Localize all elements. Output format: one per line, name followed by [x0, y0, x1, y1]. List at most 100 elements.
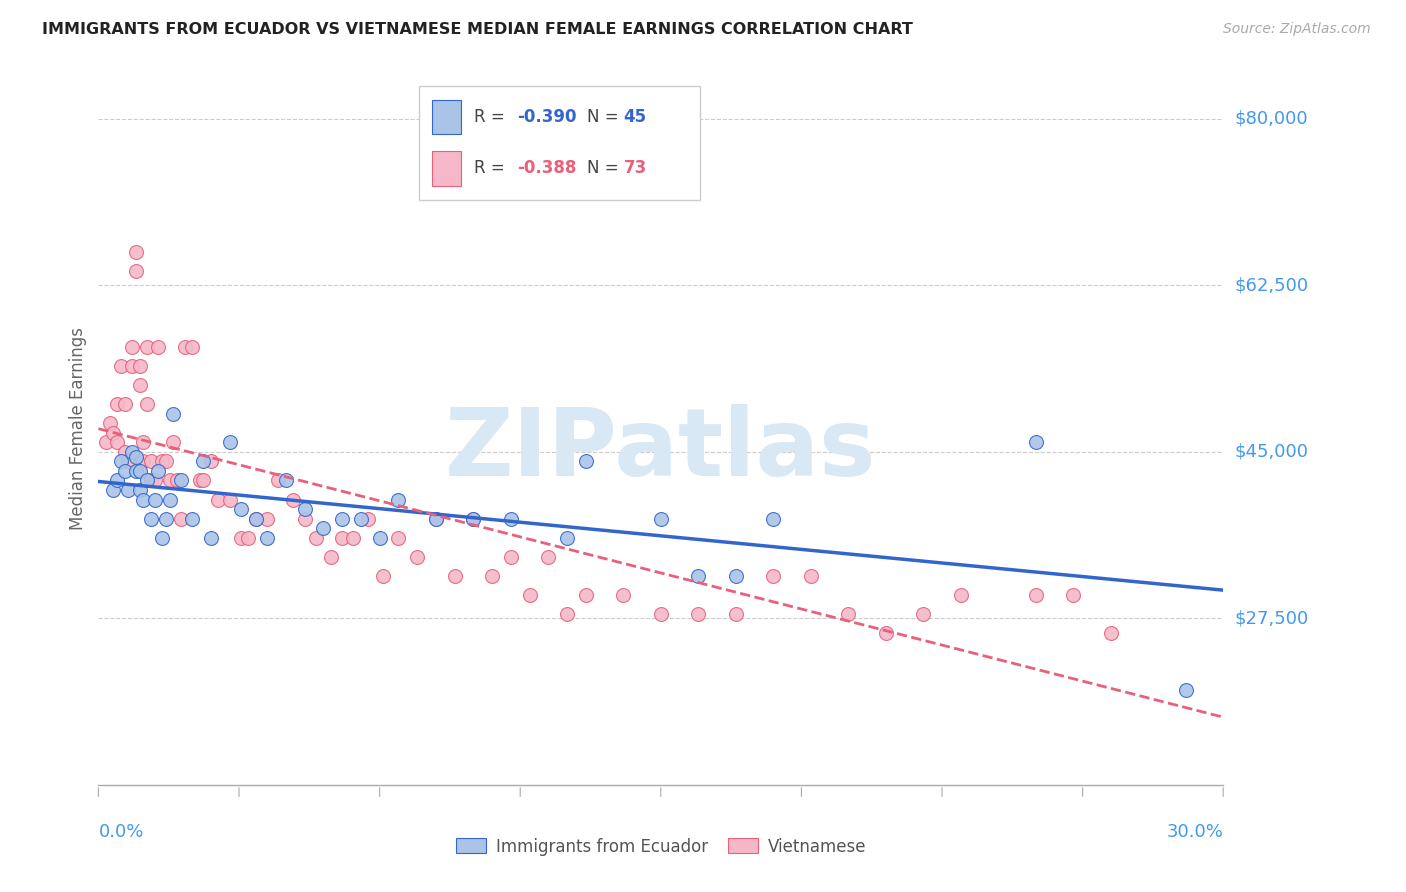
Point — [555, 531, 578, 545]
Point — [136, 474, 159, 488]
Text: $62,500: $62,500 — [1234, 277, 1309, 294]
Point — [121, 340, 143, 354]
Point — [150, 531, 173, 545]
Point — [294, 502, 316, 516]
Point — [148, 464, 170, 478]
Point — [229, 531, 252, 545]
Point — [319, 549, 342, 564]
Point — [128, 464, 150, 478]
Point — [481, 568, 503, 582]
Point — [387, 492, 409, 507]
Point — [724, 607, 747, 621]
Point — [117, 483, 139, 497]
Point — [724, 568, 747, 582]
Text: N =: N = — [586, 160, 623, 178]
Point — [181, 511, 204, 525]
Point — [132, 492, 155, 507]
Point — [139, 454, 162, 468]
Point — [387, 531, 409, 545]
Point — [912, 607, 935, 621]
Text: 73: 73 — [624, 160, 647, 178]
Point — [330, 531, 353, 545]
Point — [200, 454, 222, 468]
Point — [143, 492, 166, 507]
Point — [105, 397, 128, 411]
Point — [193, 474, 215, 488]
Point — [949, 588, 972, 602]
Point — [170, 511, 193, 525]
Point — [159, 492, 181, 507]
Point — [342, 531, 364, 545]
Point — [170, 474, 193, 488]
Point — [114, 464, 136, 478]
Point — [200, 531, 222, 545]
Point — [312, 521, 335, 535]
Point — [110, 359, 132, 374]
Point — [148, 340, 170, 354]
Point — [443, 568, 465, 582]
Point — [305, 531, 328, 545]
Point — [155, 511, 177, 525]
Point — [166, 474, 188, 488]
Point — [238, 531, 260, 545]
Point — [274, 474, 297, 488]
Point — [143, 474, 166, 488]
Point — [256, 511, 278, 525]
Point — [188, 474, 211, 488]
Point — [117, 454, 139, 468]
Text: 0.0%: 0.0% — [98, 823, 143, 841]
Point — [110, 454, 132, 468]
Point — [463, 511, 485, 525]
Point — [125, 245, 148, 260]
Point — [103, 425, 125, 440]
Point — [650, 607, 672, 621]
Point — [350, 511, 373, 525]
Point — [136, 397, 159, 411]
Point — [162, 435, 184, 450]
Point — [373, 568, 395, 582]
Point — [1025, 588, 1047, 602]
Point — [207, 492, 229, 507]
Text: $80,000: $80,000 — [1234, 110, 1308, 128]
Point — [105, 435, 128, 450]
Text: -0.390: -0.390 — [517, 108, 576, 126]
Point — [98, 417, 121, 431]
Point — [245, 511, 267, 525]
Point — [128, 483, 150, 497]
Text: $27,500: $27,500 — [1234, 609, 1309, 627]
Point — [294, 511, 316, 525]
Point — [173, 340, 195, 354]
Point — [229, 502, 252, 516]
Text: N =: N = — [586, 108, 623, 126]
Point — [155, 454, 177, 468]
Text: $45,000: $45,000 — [1234, 443, 1309, 461]
Point — [875, 625, 897, 640]
Point — [94, 435, 117, 450]
Point — [162, 407, 184, 421]
Point — [218, 435, 240, 450]
Point — [256, 531, 278, 545]
Point — [499, 511, 522, 525]
Text: R =: R = — [474, 108, 510, 126]
Point — [555, 607, 578, 621]
Point — [612, 588, 634, 602]
Point — [463, 511, 485, 525]
FancyBboxPatch shape — [433, 100, 461, 134]
Point — [181, 340, 204, 354]
Point — [425, 511, 447, 525]
Point — [114, 445, 136, 459]
Text: ZIPatlas: ZIPatlas — [446, 403, 876, 496]
Point — [103, 483, 125, 497]
Text: Source: ZipAtlas.com: Source: ZipAtlas.com — [1223, 22, 1371, 37]
Point — [1062, 588, 1084, 602]
Point — [1025, 435, 1047, 450]
Point — [125, 264, 148, 278]
Point — [121, 445, 143, 459]
Point — [357, 511, 380, 525]
Point — [368, 531, 391, 545]
Y-axis label: Median Female Earnings: Median Female Earnings — [69, 326, 87, 530]
Point — [105, 474, 128, 488]
Point — [267, 474, 290, 488]
Point — [139, 511, 162, 525]
Text: 30.0%: 30.0% — [1167, 823, 1223, 841]
